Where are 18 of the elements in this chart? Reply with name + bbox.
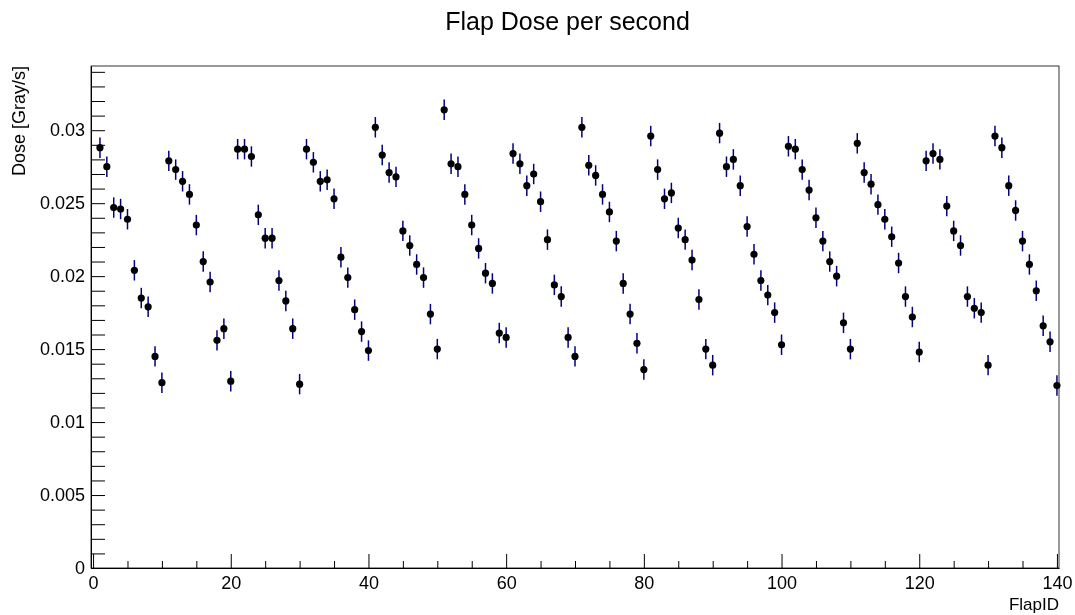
x-tick-label: 20: [221, 572, 242, 593]
x-tick-label: 140: [1042, 572, 1073, 593]
chart-title: Flap Dose per second: [445, 7, 690, 35]
x-tick-label: 80: [634, 572, 655, 593]
y-tick-label: 0.01: [49, 412, 85, 433]
x-tick-label: 60: [496, 572, 517, 593]
y-tick-label: 0: [74, 558, 85, 579]
y-tick-label: 0.015: [39, 339, 85, 360]
x-tick-label: 120: [904, 572, 935, 593]
x-tick-label: 100: [767, 572, 798, 593]
y-tick-label: 0.025: [39, 193, 85, 214]
x-axis-title: FlapID: [1008, 595, 1059, 614]
x-tick-label: 40: [358, 572, 379, 593]
y-tick-label: 0.02: [49, 266, 85, 287]
y-tick-label: 0.005: [39, 485, 85, 506]
x-tick-label: 0: [88, 572, 99, 593]
y-tick-label: 0.03: [49, 120, 85, 141]
y-axis-title: Dose [Gray/s]: [9, 66, 29, 177]
